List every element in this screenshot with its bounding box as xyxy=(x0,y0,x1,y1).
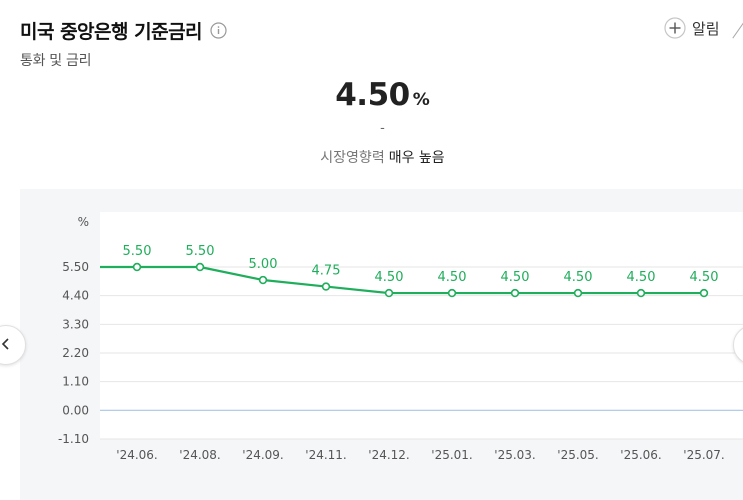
plus-circle-icon xyxy=(664,17,686,39)
y-tick-label: -1.10 xyxy=(58,432,89,446)
data-label: 5.50 xyxy=(186,244,215,259)
x-tick-label: '25.07. xyxy=(683,448,724,462)
x-tick-label: '24.12. xyxy=(368,448,409,462)
y-tick-label: 3.30 xyxy=(62,317,89,331)
data-point xyxy=(258,275,268,285)
info-icon[interactable] xyxy=(210,22,227,39)
y-tick-label: 0.00 xyxy=(62,403,89,417)
divider xyxy=(732,21,743,39)
x-tick-label: '25.06. xyxy=(620,448,661,462)
data-point xyxy=(573,288,583,298)
y-tick-label: 1.10 xyxy=(62,375,89,389)
chart-panel: 5.50 4.40 3.30 2.20 1.10 0.00 -1.10% '24.06. '24… xyxy=(20,189,743,500)
data-point xyxy=(132,262,142,272)
x-tick-label: '24.08. xyxy=(179,448,220,462)
data-label: 5.00 xyxy=(249,257,278,272)
data-point xyxy=(195,262,205,272)
chevron-left-icon xyxy=(0,336,13,355)
alarm-button[interactable]: 알림 xyxy=(664,17,720,39)
data-point xyxy=(384,288,394,298)
x-tick-label: '25.03. xyxy=(494,448,535,462)
rate-value: 4.50 xyxy=(335,77,410,113)
data-label: 5.50 xyxy=(123,244,152,259)
y-unit-label: % xyxy=(78,215,89,229)
x-tick-label: '25.01. xyxy=(431,448,472,462)
data-label: 4.50 xyxy=(627,270,656,285)
data-point xyxy=(321,282,331,291)
y-tick-label: 2.20 xyxy=(62,346,89,360)
alarm-label: 알림 xyxy=(692,19,720,38)
title-row: 미국 중앙은행 기준금리 xyxy=(20,17,227,44)
rate-change: - xyxy=(380,121,385,136)
market-impact: 시장영향력 매우 높음 xyxy=(0,147,743,167)
x-tick-label: '24.06. xyxy=(116,448,157,462)
x-tick-label: '24.11. xyxy=(305,448,346,462)
data-label: 4.50 xyxy=(375,270,404,285)
data-point xyxy=(699,288,709,298)
data-point xyxy=(510,288,520,298)
current-rate: 4.50% xyxy=(0,77,743,113)
impact-label: 시장영향력 xyxy=(320,150,385,166)
data-label: 4.50 xyxy=(438,270,467,285)
x-tick-label: '24.09. xyxy=(242,448,283,462)
data-label: 4.50 xyxy=(564,270,593,285)
data-point xyxy=(447,288,457,298)
data-label: 4.50 xyxy=(690,270,719,285)
data-point xyxy=(636,288,646,298)
rate-chart: 5.50 4.40 3.30 2.20 1.10 0.00 -1.10% '24.06. '24… xyxy=(58,212,743,462)
x-tick-label: '25.05. xyxy=(557,448,598,462)
impact-value: 매우 높음 xyxy=(388,150,445,166)
data-label: 4.75 xyxy=(312,264,341,279)
y-tick-label: 4.40 xyxy=(62,289,89,303)
plot-area xyxy=(100,212,743,439)
y-tick-label: 5.50 xyxy=(62,260,89,274)
data-label: 4.50 xyxy=(501,270,530,285)
category-subtitle: 통화 및 금리 xyxy=(20,53,92,69)
page-title: 미국 중앙은행 기준금리 xyxy=(20,21,203,43)
rate-unit: % xyxy=(412,90,430,110)
